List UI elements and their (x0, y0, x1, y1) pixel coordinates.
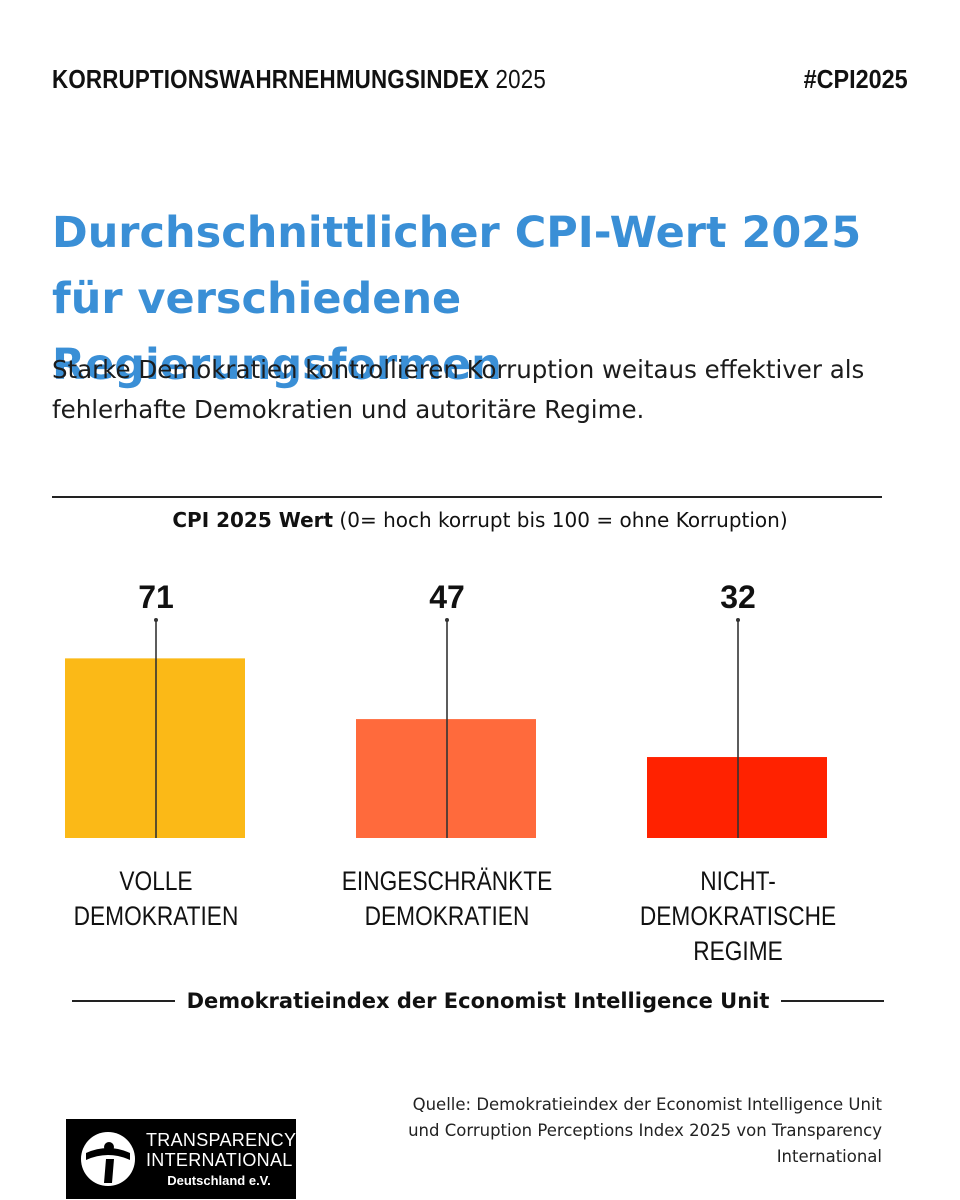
data-label-1: 71 (138, 579, 174, 615)
y-axis-label-rest: (0= hoch korrupt bis 100 = ohne Korrupti… (339, 508, 788, 532)
subline: Starke Demokratien kontrollieren Korrupt… (52, 355, 865, 424)
category-label-line: NICHT-DEMOKRATISCHE (639, 866, 837, 931)
bar-stem-dot-2 (445, 618, 449, 622)
data-label-2: 47 (429, 579, 465, 615)
bar-stem-dot-3 (736, 618, 740, 622)
data-label-3: 32 (720, 579, 756, 615)
y-axis-label-bold: CPI 2025 Wert (172, 508, 334, 532)
x-axis-title-row: Demokratieindex der Economist Intelligen… (72, 986, 884, 1016)
top-divider (52, 496, 882, 498)
transparency-international-logo: TRANSPARENCY INTERNATIONAL Deutschland e… (66, 1119, 296, 1199)
x-axis-title: Demokratieindex der Economist Intelligen… (186, 989, 770, 1013)
category-label-line: DEMOKRATIEN (364, 901, 530, 931)
logo-text-line3: Deutschland e.V. (167, 1173, 271, 1188)
logo-text-line2: INTERNATIONAL (146, 1150, 293, 1170)
category-label-line: VOLLE (119, 866, 193, 896)
x-axis-rule-right (781, 1000, 884, 1002)
hashtag: #CPI2025 (803, 64, 908, 94)
headline: Durchschnittlicher CPI-Wert 2025 für ver… (52, 208, 862, 390)
source-note: Quelle: Demokratieindex der Economist In… (408, 1095, 882, 1166)
y-axis-label: CPI 2025 Wert (0= hoch korrupt bis 100 =… (0, 508, 960, 532)
category-label-line: REGIME (693, 936, 783, 966)
logo-text-line1: TRANSPARENCY (146, 1130, 297, 1150)
bar-chart: 71 47 32 (65, 579, 827, 838)
bar-stem-dot-1 (154, 618, 158, 622)
category-label-1: VOLLE DEMOKRATIEN (38, 864, 273, 934)
bar-2 (356, 719, 536, 838)
index-title: KORRUPTIONSWAHRNEHMUNGSINDEX 2025 (52, 64, 546, 95)
category-label-line: DEMOKRATIEN (73, 901, 239, 931)
bar-3 (647, 757, 827, 838)
category-label-2: EINGESCHRÄNKTE DEMOKRATIEN (329, 864, 564, 934)
index-title-year: 2025 (495, 64, 546, 94)
transparency-international-logo-icon (81, 1132, 135, 1186)
bar-1 (65, 658, 245, 838)
category-label-line: EINGESCHRÄNKTE (341, 866, 553, 896)
index-title-bold: KORRUPTIONSWAHRNEHMUNGSINDEX (52, 64, 490, 94)
category-label-3: NICHT-DEMOKRATISCHE REGIME (620, 864, 855, 969)
x-axis-rule-left (72, 1000, 175, 1002)
